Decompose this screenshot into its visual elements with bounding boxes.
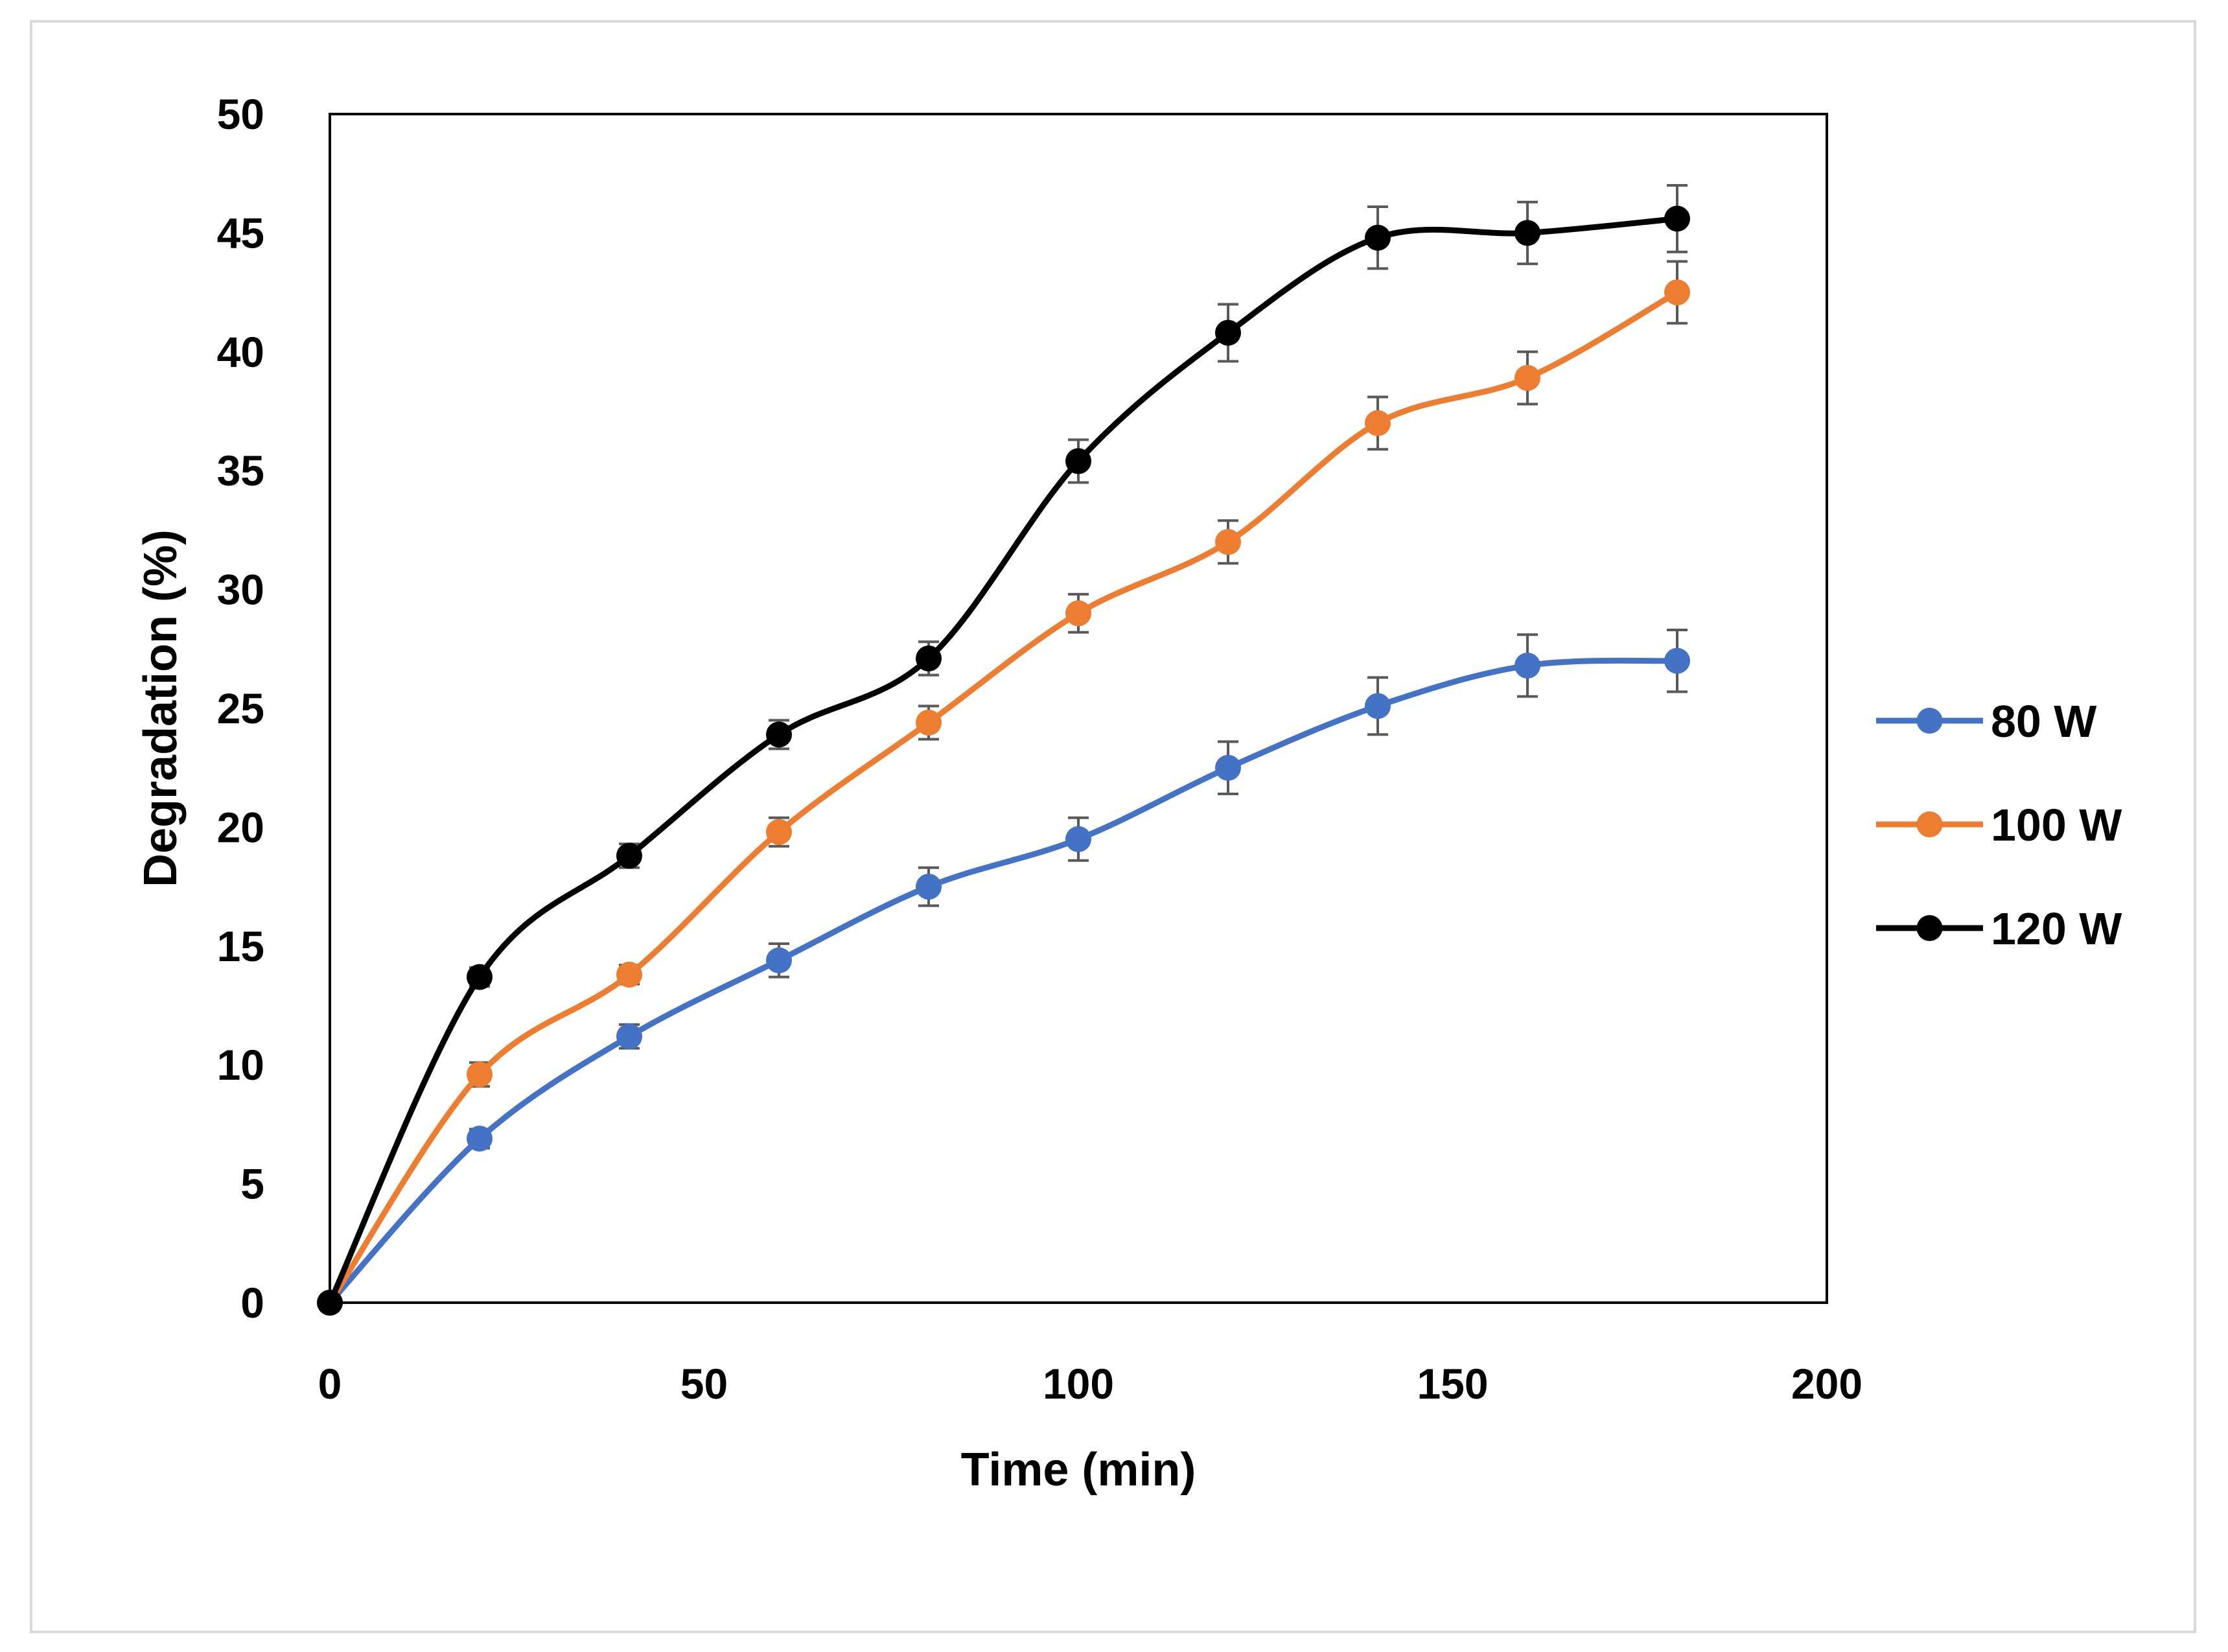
legend-item: 120 W xyxy=(1876,903,2122,954)
legend-label: 80 W xyxy=(1991,696,2096,747)
series-line xyxy=(327,657,1680,1306)
data-point xyxy=(616,843,642,869)
x-tick-label: 50 xyxy=(680,1360,728,1408)
x-tick-label: 100 xyxy=(1043,1360,1114,1408)
y-tick-label: 35 xyxy=(217,447,264,494)
series-line xyxy=(327,215,1680,1306)
x-tick-labels: 0 50 100 150 200 xyxy=(318,1360,1862,1408)
y-tick-label: 10 xyxy=(217,1041,264,1089)
data-point xyxy=(616,1023,642,1050)
y-tick-labels: 0 5 10 15 20 25 30 35 40 45 50 xyxy=(217,90,264,1327)
y-tick-label: 40 xyxy=(217,328,264,376)
x-tick-label: 0 xyxy=(318,1360,342,1408)
data-point xyxy=(1664,647,1690,674)
data-point xyxy=(766,721,792,748)
data-point xyxy=(1215,320,1241,346)
y-tick-label: 45 xyxy=(217,209,264,257)
y-tick-label: 20 xyxy=(217,803,264,851)
data-point xyxy=(1365,693,1391,719)
legend-label: 100 W xyxy=(1991,800,2122,850)
data-point xyxy=(1215,529,1241,555)
data-point xyxy=(1365,410,1391,436)
data-point xyxy=(916,710,942,736)
data-point xyxy=(1065,600,1091,627)
data-point xyxy=(766,819,792,845)
y-tick-label: 25 xyxy=(217,684,264,732)
plot-area xyxy=(329,113,1828,1304)
x-tick-label: 150 xyxy=(1417,1360,1488,1408)
data-point xyxy=(467,1061,493,1088)
data-point xyxy=(1514,220,1540,246)
data-point xyxy=(1664,279,1690,306)
legend: 80 W 100 W 120 W xyxy=(1876,696,2122,954)
data-point xyxy=(1514,652,1540,679)
y-tick-label: 5 xyxy=(240,1160,264,1208)
data-point xyxy=(1514,365,1540,391)
series-line xyxy=(327,289,1680,1306)
legend-swatch-marker xyxy=(1916,708,1943,734)
x-tick-label: 200 xyxy=(1791,1360,1862,1408)
data-point xyxy=(766,947,792,973)
x-axis-title: Time (min) xyxy=(961,1444,1196,1496)
y-axis-title: Degradation (%) xyxy=(135,529,187,887)
series-markers xyxy=(317,205,1690,1316)
y-tick-label: 0 xyxy=(240,1279,264,1327)
data-point xyxy=(916,874,942,900)
legend-label: 120 W xyxy=(1991,903,2122,954)
data-point xyxy=(1065,448,1091,474)
data-point xyxy=(1215,754,1241,781)
data-point xyxy=(1365,224,1391,251)
data-point xyxy=(1065,826,1091,852)
data-point xyxy=(616,961,642,988)
legend-swatch-marker xyxy=(1916,811,1943,837)
legend-item: 80 W xyxy=(1876,696,2096,747)
y-tick-label: 30 xyxy=(217,566,264,614)
y-tick-label: 50 xyxy=(217,90,264,138)
data-point xyxy=(916,645,942,671)
data-point xyxy=(1664,205,1690,232)
data-point xyxy=(467,964,493,990)
legend-swatch-marker xyxy=(1916,915,1943,941)
data-point xyxy=(467,1125,493,1152)
y-tick-label: 15 xyxy=(217,922,264,970)
series-lines xyxy=(327,215,1680,1306)
legend-item: 100 W xyxy=(1876,800,2122,850)
